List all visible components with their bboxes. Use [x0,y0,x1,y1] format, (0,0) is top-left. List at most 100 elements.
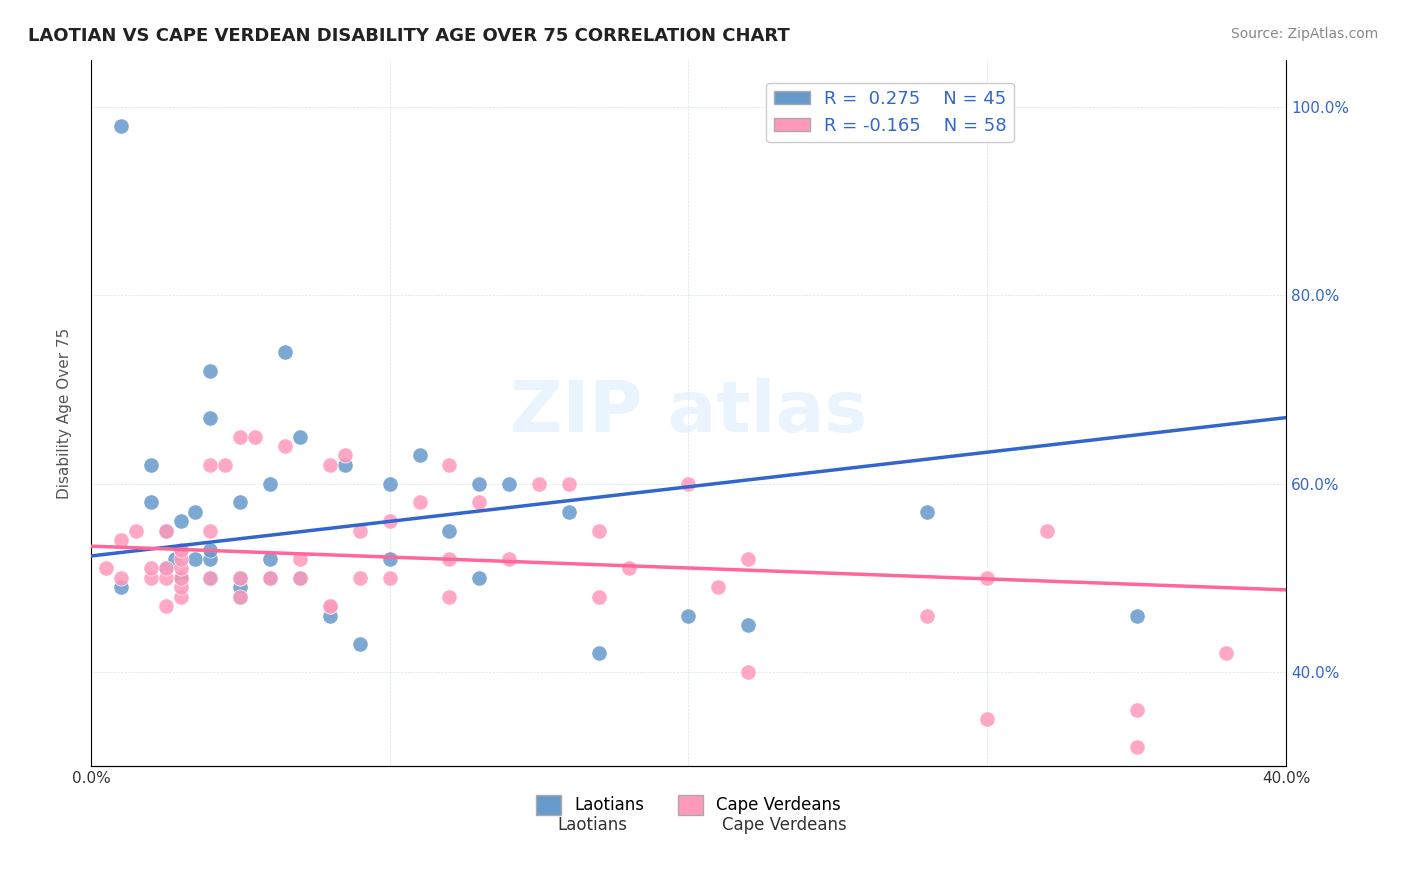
Point [707,580,730,594]
Point [169,552,191,566]
Point [169,571,191,585]
Point [408,495,430,509]
Point [169,514,191,528]
Point [169,580,191,594]
Point [200,524,222,538]
Point [498,552,520,566]
Point [229,571,252,585]
Point [139,561,162,575]
Point [333,448,356,462]
Point [169,571,191,585]
Point [678,476,700,491]
Point [558,505,581,519]
Point [274,344,297,359]
Point [184,505,207,519]
Point [110,533,132,548]
Point [349,571,371,585]
Point [214,458,236,472]
Point [468,476,491,491]
Point [200,552,222,566]
Point [245,429,267,443]
Text: Source: ZipAtlas.com: Source: ZipAtlas.com [1230,27,1378,41]
Point [229,590,252,604]
Point [259,476,281,491]
Point [163,552,186,566]
Point [169,542,191,557]
Point [155,561,177,575]
Point [319,599,342,614]
Point [169,561,191,575]
Point [378,514,401,528]
Point [229,580,252,594]
Point [125,524,148,538]
Point [1036,524,1059,538]
Point [200,571,222,585]
Point [439,590,461,604]
Point [94,561,117,575]
Point [737,552,759,566]
Point [737,618,759,632]
Point [378,476,401,491]
Point [468,495,491,509]
Point [378,552,401,566]
Point [917,608,939,623]
Point [229,429,252,443]
Point [1215,646,1237,660]
Point [155,571,177,585]
Text: LAOTIAN VS CAPE VERDEAN DISABILITY AGE OVER 75 CORRELATION CHART: LAOTIAN VS CAPE VERDEAN DISABILITY AGE O… [28,27,790,45]
Point [976,571,998,585]
Point [274,439,297,453]
Text: ZIP atlas: ZIP atlas [510,378,868,448]
Point [439,458,461,472]
Point [288,571,311,585]
Point [229,495,252,509]
Point [498,476,520,491]
Point [1125,703,1147,717]
Point [588,590,610,604]
Point [527,476,550,491]
Point [200,458,222,472]
Point [229,571,252,585]
Y-axis label: Disability Age Over 75: Disability Age Over 75 [58,327,72,499]
Point [139,458,162,472]
Point [110,571,132,585]
Point [110,580,132,594]
Point [349,637,371,651]
Point [229,590,252,604]
Point [678,608,700,623]
Point [558,476,581,491]
Point [200,410,222,425]
Point [200,363,222,377]
Text: Cape Verdeans: Cape Verdeans [721,816,846,834]
Point [259,571,281,585]
Point [169,590,191,604]
Point [184,552,207,566]
Point [169,571,191,585]
Point [588,646,610,660]
Point [319,599,342,614]
Point [155,524,177,538]
Point [139,495,162,509]
Point [588,524,610,538]
Point [169,542,191,557]
Point [155,599,177,614]
Point [110,119,132,133]
Point [288,429,311,443]
Point [1125,608,1147,623]
Point [155,524,177,538]
Point [288,571,311,585]
Point [319,458,342,472]
Point [378,571,401,585]
Point [349,524,371,538]
Point [333,458,356,472]
Point [169,571,191,585]
Point [439,524,461,538]
Point [139,571,162,585]
Point [200,571,222,585]
Point [200,542,222,557]
Text: Laotians: Laotians [558,816,628,834]
Point [259,571,281,585]
Point [319,608,342,623]
Point [1125,740,1147,755]
Point [976,712,998,726]
